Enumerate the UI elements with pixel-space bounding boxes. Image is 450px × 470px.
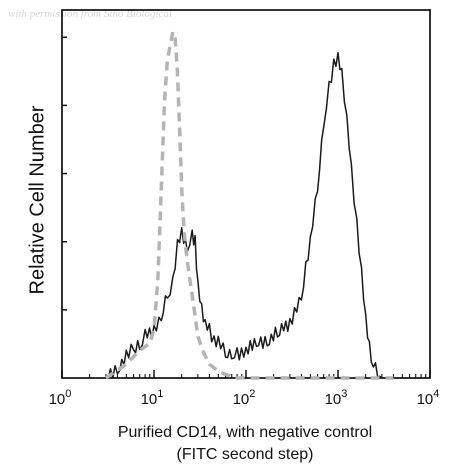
cd14-histogram (105, 51, 383, 379)
x-tick-label: 101 (141, 388, 164, 408)
x-axis-label-line2: (FITC second step) (176, 446, 314, 463)
x-tick-label: 100 (49, 388, 72, 408)
x-tick-label: 103 (325, 388, 348, 408)
x-tick-label: 102 (233, 388, 256, 408)
y-axis-label: Relative Cell Number (26, 105, 49, 295)
plot-frame (61, 9, 431, 379)
x-tick-label: 104 (417, 388, 440, 408)
x-axis-label-line1: Purified CD14, with negative control (117, 424, 373, 441)
negative-control-histogram (104, 30, 394, 380)
watermark-text: with permission from Sino Biological (8, 8, 172, 20)
